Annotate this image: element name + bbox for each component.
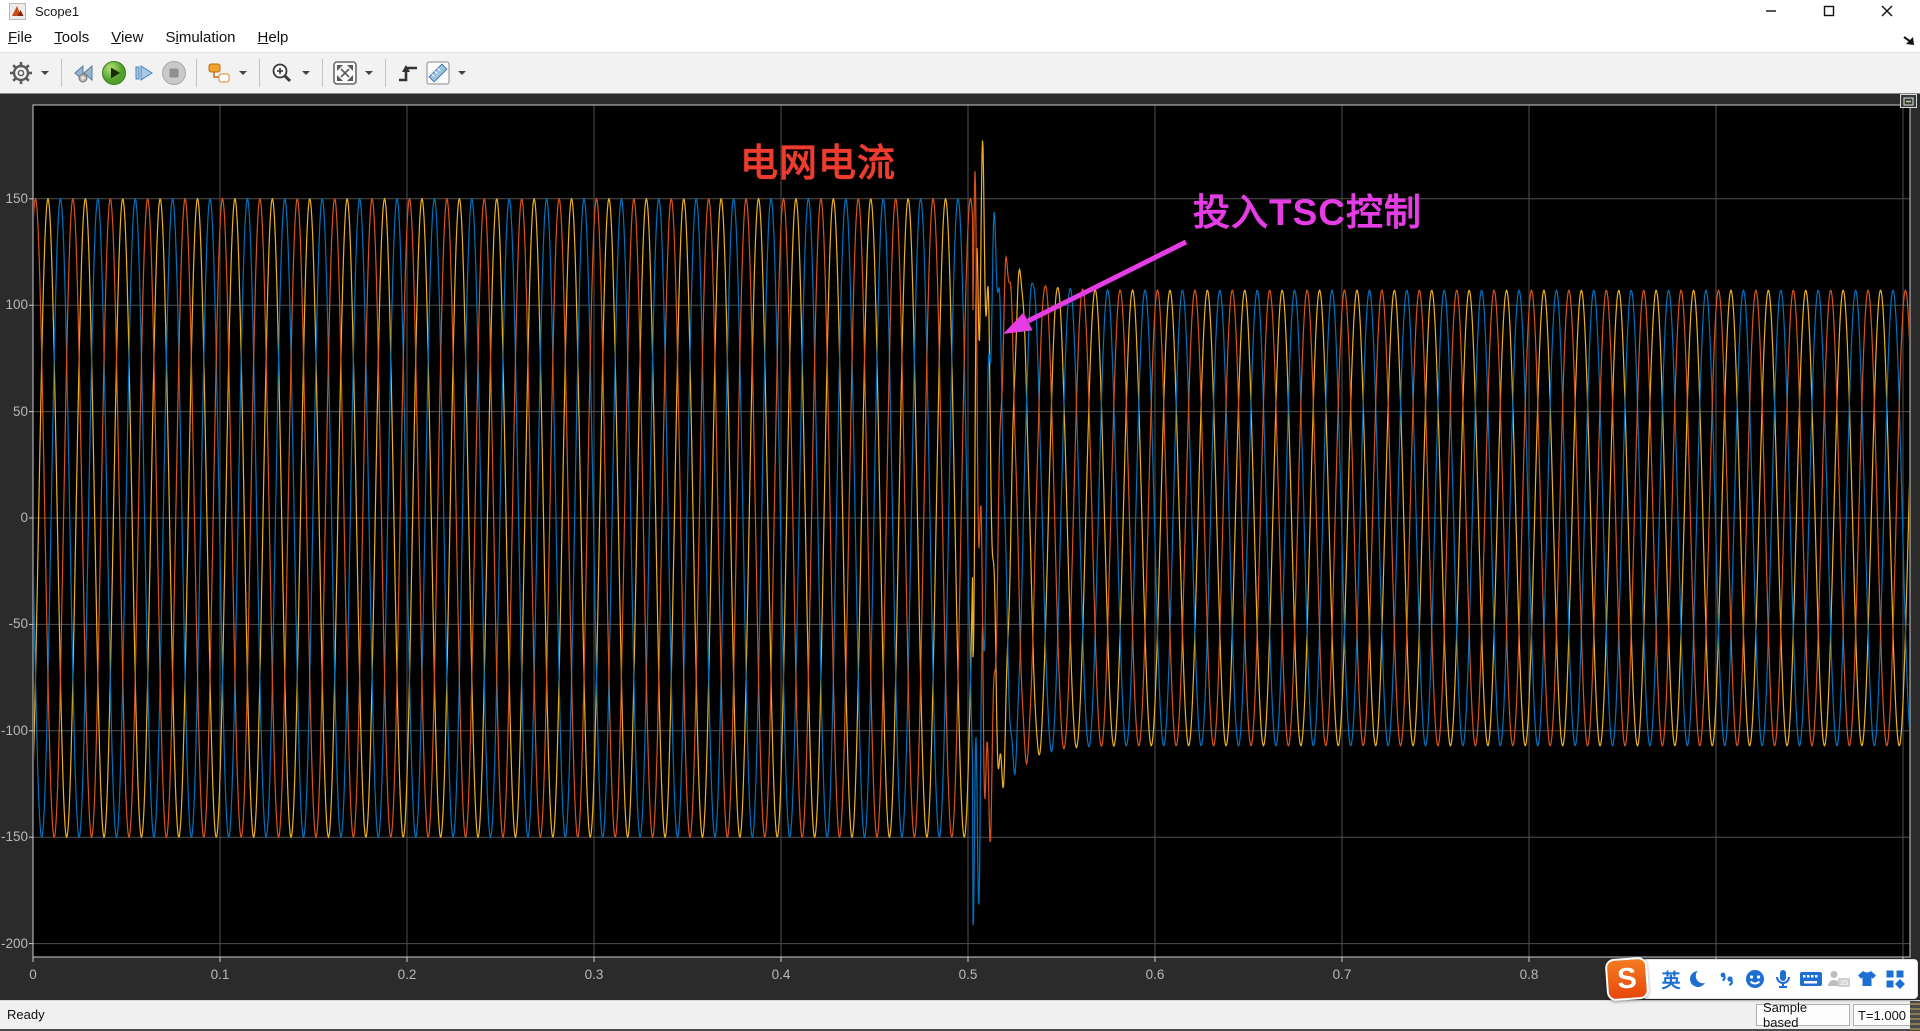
title-bar: Scope1 bbox=[0, 0, 1920, 22]
y-tick-label: -150 bbox=[0, 829, 28, 845]
x-tick-label: 0.3 bbox=[584, 967, 604, 982]
highlight-block-button[interactable] bbox=[204, 58, 234, 88]
y-tick-label: 100 bbox=[5, 297, 28, 313]
waveform-chart bbox=[29, 104, 1911, 962]
settings-dropdown-caret[interactable] bbox=[41, 71, 49, 75]
status-text: Ready bbox=[7, 1007, 45, 1022]
menu-bar: File Tools View Simulation Help bbox=[0, 22, 1920, 52]
sogou-ime-bar: S 英 bbox=[1604, 956, 1918, 1002]
toolbar-separator bbox=[385, 59, 386, 87]
skin-button[interactable] bbox=[1853, 965, 1881, 993]
x-tick-label: 0.6 bbox=[1145, 967, 1165, 982]
account-button[interactable]: 25 bbox=[1825, 965, 1853, 993]
ime-language-button[interactable]: 英 bbox=[1661, 970, 1681, 992]
soft-keyboard-button[interactable] bbox=[1797, 965, 1825, 993]
measurements-button[interactable] bbox=[423, 58, 453, 88]
x-tick-label: 0 bbox=[29, 967, 37, 982]
account-badge: 25 bbox=[1840, 978, 1848, 987]
toolbar bbox=[0, 52, 1920, 94]
settings-button[interactable] bbox=[6, 58, 36, 88]
toolbar-separator bbox=[196, 59, 197, 87]
voice-input-button[interactable] bbox=[1769, 965, 1797, 993]
stop-button[interactable] bbox=[159, 58, 189, 88]
menu-tools[interactable]: Tools bbox=[54, 28, 90, 46]
grid-current-phase-c bbox=[34, 171, 1909, 843]
step-forward-button[interactable] bbox=[129, 58, 159, 88]
grid-current-phase-a bbox=[34, 140, 1909, 839]
axes-menu-button[interactable] bbox=[1900, 94, 1917, 108]
x-tick-label: 0.2 bbox=[397, 967, 417, 982]
fit-to-view-icon bbox=[333, 61, 357, 85]
zoom-in-button[interactable] bbox=[267, 58, 297, 88]
tsc-control-annotation: 投入TSC控制 bbox=[1193, 192, 1422, 233]
fit-to-view-button[interactable] bbox=[330, 58, 360, 88]
y-tick-label: -100 bbox=[0, 722, 28, 738]
x-tick-label: 0.4 bbox=[771, 967, 791, 982]
scope-plot-area[interactable]: 电网电流 投入TSC控制 150 100 50 0 -50 -100 -150 -200 0 0.… bbox=[0, 94, 1920, 1000]
zoom-in-icon bbox=[272, 63, 292, 83]
menu-file[interactable]: File bbox=[8, 28, 33, 46]
resize-grip[interactable] bbox=[1910, 1001, 1920, 1030]
measurements-dropdown-caret[interactable] bbox=[458, 71, 466, 75]
minimize-icon bbox=[1766, 10, 1776, 12]
zoom-dropdown-caret[interactable] bbox=[302, 71, 310, 75]
highlight-block-icon bbox=[208, 63, 230, 83]
toolbox-button[interactable] bbox=[1881, 965, 1909, 993]
ruler-icon bbox=[426, 61, 450, 85]
menu-help[interactable]: Help bbox=[257, 28, 289, 46]
x-tick-label: 0.5 bbox=[958, 967, 978, 982]
x-tick-label: 0.8 bbox=[1519, 967, 1539, 982]
play-icon bbox=[102, 61, 126, 85]
toolbar-separator bbox=[322, 59, 323, 87]
sogou-toolbar: 英 bbox=[1642, 959, 1918, 999]
trigger-button[interactable] bbox=[393, 58, 423, 88]
emoji-button[interactable] bbox=[1741, 965, 1769, 993]
punctuation-mode-icon[interactable] bbox=[1713, 965, 1741, 993]
status-bar: Ready Sample based T=1.000 bbox=[0, 1000, 1920, 1031]
x-tick-label: 0.1 bbox=[210, 967, 230, 982]
y-tick-label: 50 bbox=[12, 403, 28, 419]
fit-dropdown-caret[interactable] bbox=[365, 71, 373, 75]
step-forward-icon bbox=[135, 65, 153, 81]
window-title: Scope1 bbox=[35, 3, 80, 19]
sample-mode-readout: Sample based bbox=[1756, 1000, 1850, 1030]
grid-current-annotation: 电网电流 bbox=[739, 143, 897, 185]
menu-view[interactable]: View bbox=[111, 28, 144, 46]
close-icon bbox=[1881, 5, 1893, 17]
grid-current-phase-b bbox=[34, 197, 1909, 926]
step-back-button[interactable] bbox=[69, 58, 99, 88]
y-tick-label: 0 bbox=[20, 510, 28, 525]
step-back-icon bbox=[74, 64, 93, 83]
matlab-icon bbox=[9, 2, 26, 20]
axes-frame bbox=[32, 104, 1911, 958]
stop-icon bbox=[162, 61, 186, 85]
x-tick-label: 0.7 bbox=[1332, 967, 1352, 982]
minimize-button[interactable] bbox=[1748, 0, 1794, 22]
dock-icon bbox=[1903, 97, 1914, 105]
menu-simulation[interactable]: Simulation bbox=[165, 28, 236, 46]
toolbar-separator bbox=[259, 59, 260, 87]
highlight-dropdown-caret[interactable] bbox=[239, 71, 247, 75]
close-button[interactable] bbox=[1864, 0, 1910, 22]
y-tick-label: -200 bbox=[0, 935, 28, 951]
trigger-icon bbox=[399, 65, 417, 82]
gear-icon bbox=[10, 62, 32, 84]
maximize-button[interactable] bbox=[1806, 0, 1852, 22]
tsc-arrow-head bbox=[1003, 312, 1033, 334]
maximize-icon bbox=[1823, 5, 1835, 17]
toolbar-separator bbox=[61, 59, 62, 87]
y-tick-label: 150 bbox=[5, 190, 28, 206]
overflow-arrow-icon[interactable] bbox=[1902, 34, 1916, 48]
run-button[interactable] bbox=[99, 58, 129, 88]
y-tick-label: -50 bbox=[8, 616, 28, 632]
sim-time-readout: T=1.000 bbox=[1853, 1004, 1911, 1026]
fullwidth-moon-icon[interactable] bbox=[1685, 965, 1713, 993]
tsc-arrow-shaft bbox=[1026, 239, 1188, 324]
sogou-logo-icon[interactable]: S bbox=[1604, 956, 1650, 1002]
